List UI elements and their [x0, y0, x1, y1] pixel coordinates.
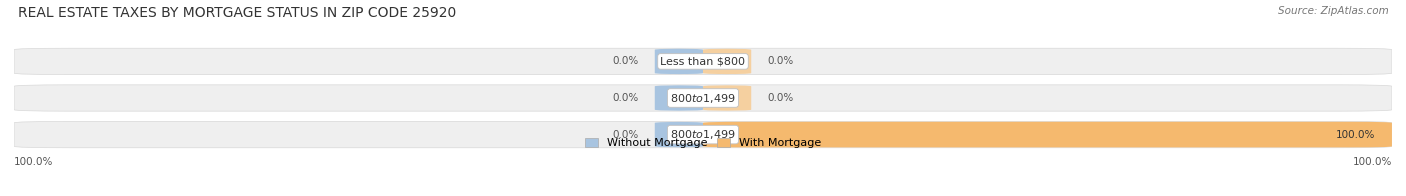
FancyBboxPatch shape — [14, 85, 1392, 111]
Legend: Without Mortgage, With Mortgage: Without Mortgage, With Mortgage — [585, 138, 821, 148]
FancyBboxPatch shape — [655, 49, 703, 74]
Text: 0.0%: 0.0% — [612, 93, 638, 103]
Text: 100.0%: 100.0% — [1353, 157, 1392, 167]
Text: 0.0%: 0.0% — [768, 93, 794, 103]
FancyBboxPatch shape — [703, 122, 1392, 147]
FancyBboxPatch shape — [703, 49, 751, 74]
Text: REAL ESTATE TAXES BY MORTGAGE STATUS IN ZIP CODE 25920: REAL ESTATE TAXES BY MORTGAGE STATUS IN … — [18, 6, 457, 20]
Text: $800 to $1,499: $800 to $1,499 — [671, 92, 735, 104]
Text: $800 to $1,499: $800 to $1,499 — [671, 128, 735, 141]
FancyBboxPatch shape — [703, 85, 751, 111]
FancyBboxPatch shape — [655, 122, 703, 147]
Text: 0.0%: 0.0% — [612, 130, 638, 140]
FancyBboxPatch shape — [14, 121, 1392, 148]
Text: 0.0%: 0.0% — [768, 56, 794, 66]
FancyBboxPatch shape — [14, 48, 1392, 75]
Text: 100.0%: 100.0% — [1336, 130, 1375, 140]
Text: Source: ZipAtlas.com: Source: ZipAtlas.com — [1278, 6, 1389, 16]
FancyBboxPatch shape — [655, 85, 703, 111]
Text: 0.0%: 0.0% — [612, 56, 638, 66]
Text: Less than $800: Less than $800 — [661, 56, 745, 66]
Text: 100.0%: 100.0% — [14, 157, 53, 167]
